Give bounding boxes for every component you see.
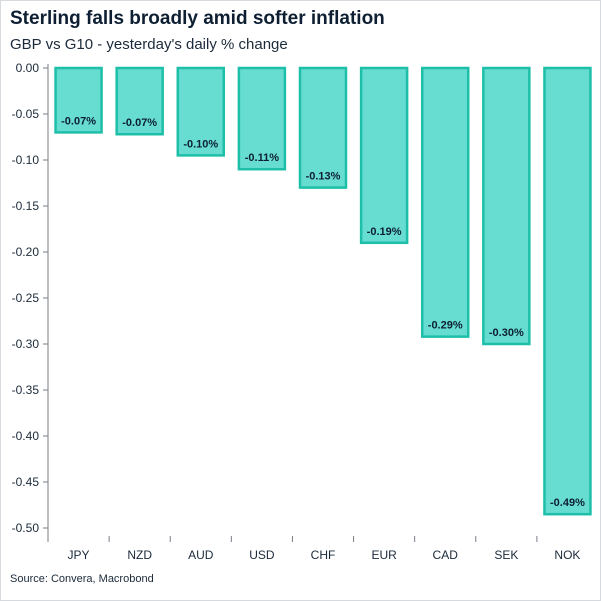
x-tick-label: JPY bbox=[68, 548, 90, 562]
y-tick-label: -0.25 bbox=[12, 291, 40, 305]
data-labels: -0.07% -0.07% -0.10% -0.11% -0.13% -0.19% -0.2… bbox=[61, 115, 585, 509]
data-label: -0.11% bbox=[245, 152, 279, 164]
y-tick-label: -0.20 bbox=[12, 245, 40, 259]
y-tick-label: -0.30 bbox=[12, 337, 40, 351]
bar-chf bbox=[298, 66, 348, 189]
bar-jpy bbox=[54, 66, 103, 134]
bars bbox=[54, 66, 592, 516]
y-tick-label: -0.50 bbox=[12, 521, 40, 535]
y-tick-label: -0.40 bbox=[12, 429, 40, 443]
bar-aud bbox=[176, 66, 226, 157]
data-label: -0.30% bbox=[489, 327, 524, 339]
data-label: -0.07% bbox=[122, 117, 157, 129]
x-tick-label: NZD bbox=[127, 548, 152, 562]
x-tick-label: EUR bbox=[371, 548, 397, 562]
x-tick-label: CAD bbox=[433, 548, 459, 562]
x-tick-label: CHF bbox=[311, 548, 336, 562]
data-label: -0.07% bbox=[61, 115, 96, 127]
y-tick-label: -0.15 bbox=[12, 199, 40, 213]
y-tick-label: -0.35 bbox=[12, 383, 40, 397]
bar-nzd bbox=[115, 66, 164, 136]
chart-subtitle: GBP vs G10 - yesterday's daily % change bbox=[10, 36, 288, 53]
source-note: Source: Convera, Macrobond bbox=[10, 573, 154, 585]
bar-usd bbox=[237, 66, 287, 171]
bar-sek bbox=[482, 66, 531, 346]
x-tick-label: SEK bbox=[494, 548, 518, 562]
x-tick-label: NOK bbox=[554, 548, 580, 562]
data-label: -0.19% bbox=[367, 226, 402, 238]
y-tick-label: 0.00 bbox=[16, 61, 40, 75]
bar-eur bbox=[359, 66, 409, 245]
bar-nok bbox=[543, 66, 592, 516]
data-label: -0.29% bbox=[428, 320, 463, 332]
bar-cad bbox=[420, 66, 470, 338]
data-label: -0.13% bbox=[306, 171, 341, 183]
data-label: -0.10% bbox=[183, 138, 218, 150]
chart-title: Sterling falls broadly amid softer infla… bbox=[10, 8, 385, 29]
data-label: -0.49% bbox=[550, 497, 585, 509]
x-tick-label: USD bbox=[249, 548, 275, 562]
y-tick-label: -0.45 bbox=[12, 475, 40, 489]
y-tick-label: -0.10 bbox=[12, 153, 40, 167]
x-tick-label: AUD bbox=[188, 548, 214, 562]
y-tick-label: -0.05 bbox=[12, 107, 40, 121]
axes: 0.00 -0.05 -0.10 -0.15 -0.20 -0.25 -0.30 -0.35 -… bbox=[12, 61, 581, 562]
